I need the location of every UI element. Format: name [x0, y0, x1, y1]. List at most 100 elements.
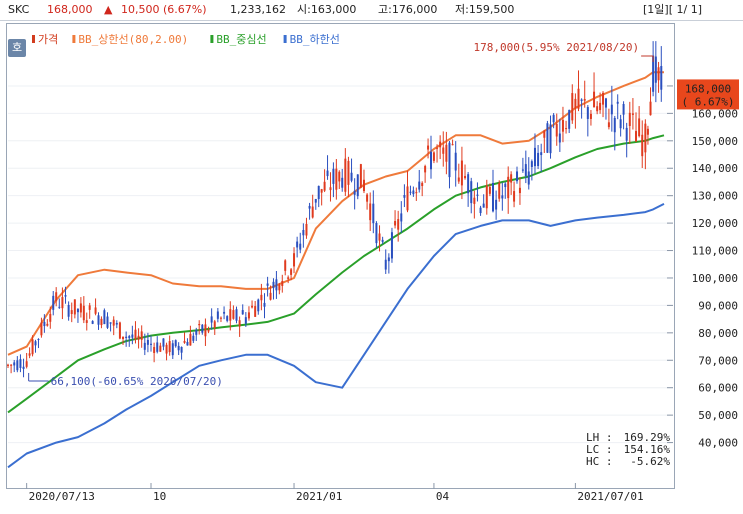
candle-body — [492, 182, 495, 212]
chart-header-bar: SKC 168,000 ▲ 10,500 (6.67%) 1,233,162 시… — [0, 0, 743, 21]
candle-body — [174, 340, 177, 347]
candle-body — [654, 56, 657, 83]
candle-body — [571, 93, 574, 121]
candle-body — [82, 305, 85, 321]
candle-body — [635, 131, 638, 142]
stats-box: LH : 169.29% LC : 154.16% HC : -5.62% — [586, 431, 670, 468]
candle-body — [76, 309, 79, 313]
candle-body — [543, 130, 546, 138]
legend-item-2: BB_중심선 — [216, 33, 266, 46]
candle-body — [137, 335, 140, 340]
candle-body — [646, 128, 649, 135]
candle-body — [593, 91, 596, 108]
candle-body — [177, 345, 180, 351]
candle-body — [180, 346, 183, 353]
page-info[interactable]: [1일][ 1/ 1] — [643, 3, 702, 16]
candle-body — [156, 342, 159, 352]
candle-body — [226, 316, 229, 321]
candle-body — [281, 280, 284, 286]
x-tick-label: 2020/07/13 — [29, 490, 95, 503]
price-value: 168,000 — [47, 3, 93, 16]
candle-body — [22, 366, 25, 369]
candle-body — [251, 305, 254, 308]
candle-body — [439, 141, 442, 148]
x-axis: 2020/07/13 10 2021/01 04 2021/07/01 — [26, 483, 644, 503]
legend-item-3: BB_하한선 — [290, 32, 340, 46]
candle-body — [359, 164, 362, 188]
candle-body — [232, 310, 235, 319]
candle-body — [602, 92, 605, 105]
candle-body — [467, 174, 470, 194]
candle-body — [660, 66, 663, 90]
candle-body — [201, 324, 204, 333]
candle-body — [118, 322, 121, 339]
candle-body — [432, 152, 435, 161]
candle-body — [384, 259, 387, 270]
candle-body — [186, 341, 189, 346]
candle-body — [464, 175, 467, 179]
candle-body — [46, 323, 49, 326]
candle-body — [320, 189, 323, 193]
candle-body — [94, 307, 97, 314]
candle-body — [442, 147, 445, 154]
candle-body — [335, 168, 338, 190]
candle-body — [168, 341, 171, 353]
legend-item-1: BB_상한선(80,2.00) — [78, 33, 188, 46]
candle-body — [241, 310, 244, 315]
bb-upper-line — [7, 71, 664, 356]
candle-body — [131, 334, 134, 338]
candle-body — [504, 183, 507, 188]
x-tick-label: 04 — [436, 490, 450, 503]
annotation-low: 66,100(-60.65% 2020/07/20) — [51, 375, 223, 388]
candle-body — [607, 122, 610, 128]
candle-body — [366, 194, 369, 202]
candle-body — [323, 181, 326, 191]
y-tick-label: 100,000 — [692, 272, 738, 285]
candle-body — [257, 299, 260, 312]
ho-badge-button[interactable]: 호 — [8, 39, 26, 57]
price-tag-value: 168,000 — [685, 82, 731, 95]
candle-body — [604, 98, 607, 108]
x-tick-label: 10 — [153, 490, 166, 503]
candle-body — [103, 310, 106, 325]
candle-body — [223, 311, 226, 314]
change-value: 10,500 (6.67%) — [121, 3, 207, 16]
candle-body — [549, 124, 552, 154]
y-tick-label: 80,000 — [698, 327, 738, 340]
candle-body — [353, 190, 356, 195]
candle-body — [317, 185, 320, 200]
candle-body — [296, 241, 299, 248]
plot-frame — [6, 23, 675, 489]
stat-value: 154.16% — [624, 443, 671, 456]
candle-body — [183, 340, 186, 343]
candle-body — [610, 104, 613, 115]
candle-body — [409, 191, 412, 193]
candle-body — [445, 144, 448, 162]
candle-body — [421, 182, 424, 187]
candle-body — [397, 219, 400, 230]
price-tag-change: ( 6.67%) — [682, 95, 735, 108]
candle-body — [537, 152, 540, 166]
candle-body — [628, 112, 631, 126]
candle-body — [254, 306, 257, 317]
candle-body — [70, 310, 73, 315]
candle-body — [112, 319, 115, 326]
y-tick-label: 70,000 — [698, 354, 738, 367]
candle-body — [244, 317, 247, 324]
candle-body — [586, 107, 589, 119]
y-tick-label: 120,000 — [692, 217, 738, 230]
candle-body — [49, 313, 52, 322]
candle-body — [341, 177, 344, 188]
candle-body — [546, 123, 549, 153]
candle-body — [429, 151, 432, 170]
candle-body — [125, 336, 128, 338]
candle-body — [290, 269, 293, 275]
candle-body — [448, 142, 451, 178]
candle-body — [400, 213, 403, 222]
candle-body — [278, 284, 281, 291]
symbol-label: SKC — [8, 3, 30, 16]
candle-body — [622, 104, 625, 115]
x-tick-label: 2021/07/01 — [577, 490, 643, 503]
candle-body — [644, 123, 647, 153]
candle-body — [91, 321, 94, 324]
